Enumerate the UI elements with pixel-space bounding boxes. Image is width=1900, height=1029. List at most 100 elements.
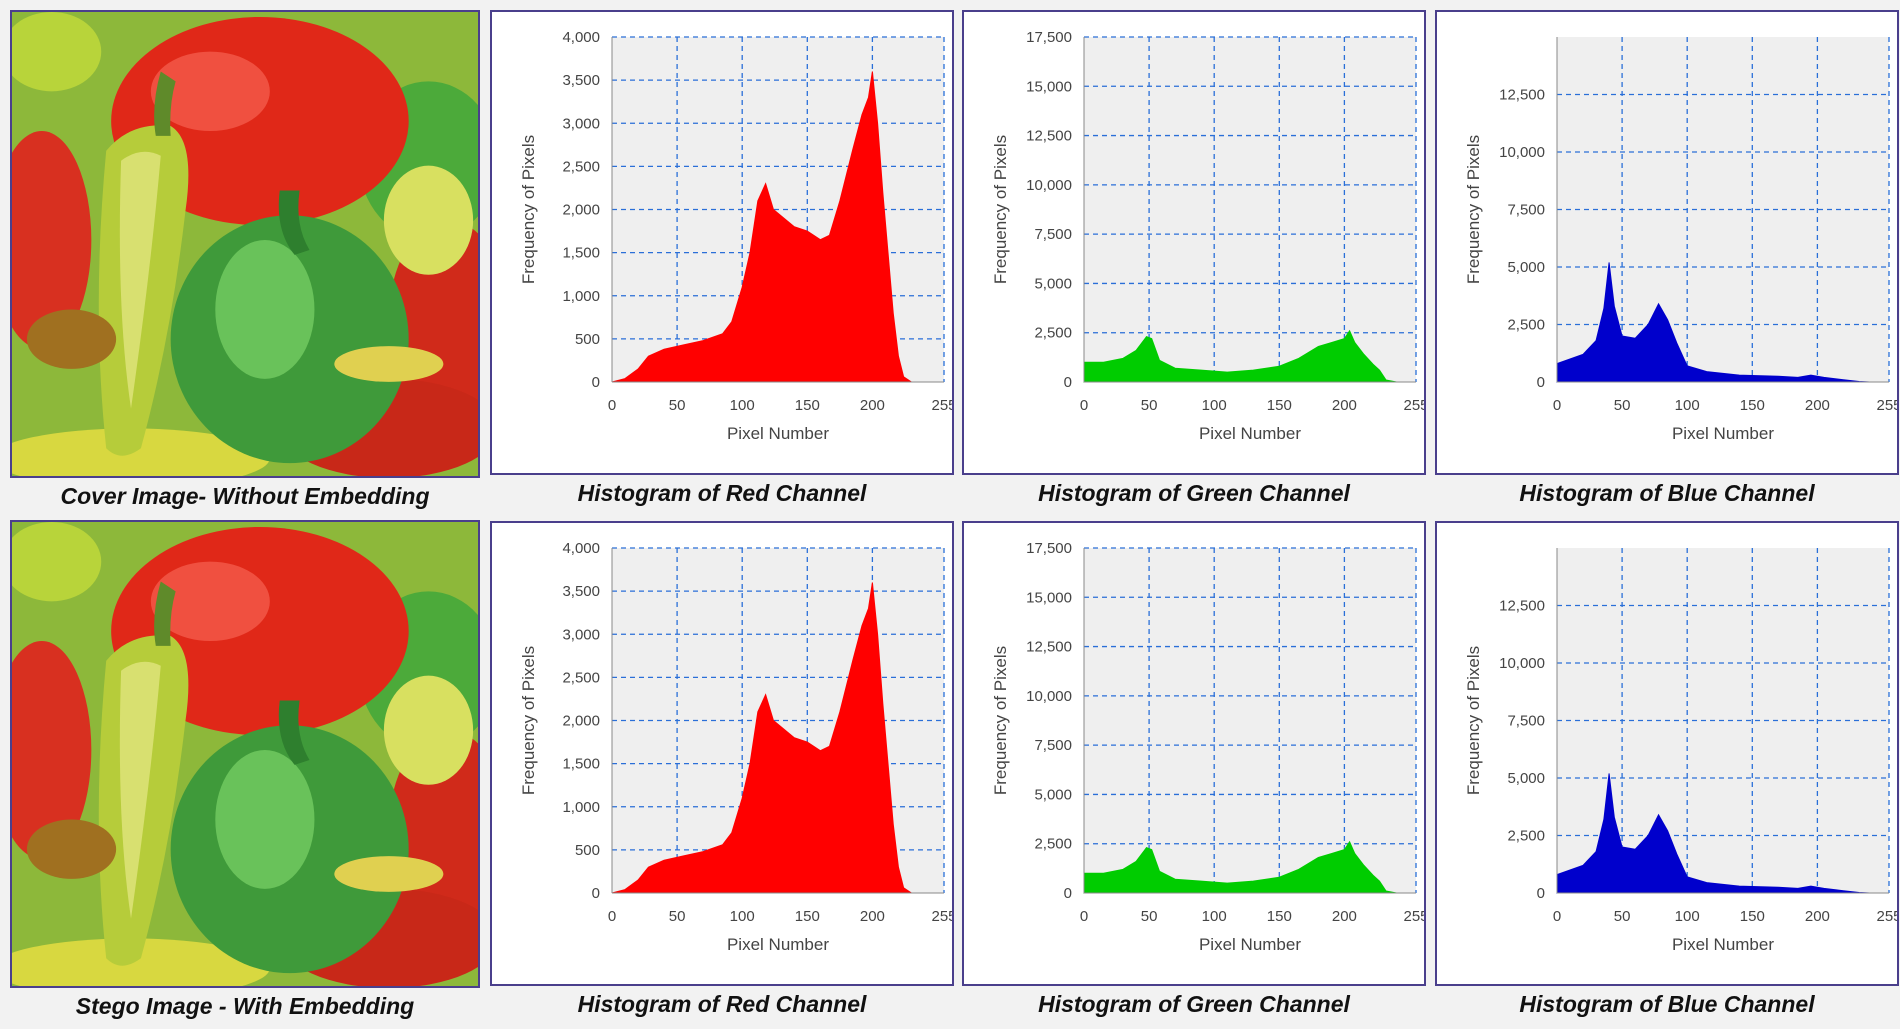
blue-histogram-cover: 0 50 100 150 200 255 0 2,500 5,000 7,500 10,000 12,… <box>1435 10 1899 475</box>
red-histogram-stego-caption: Histogram of Red Channel <box>577 991 867 1017</box>
histogram-svg: 0 50 100 150 200 255 0 500 1,000 1,500 2,000 2,500 3… <box>519 29 952 443</box>
x-tick-label: 100 <box>1202 908 1227 925</box>
blue-histogram-cover-caption: Histogram of Blue Channel <box>1519 480 1815 506</box>
y-tick-label: 1,500 <box>562 245 600 262</box>
cover-image-caption: Cover Image- Without Embedding <box>60 483 430 509</box>
green-histogram-cover: 0 50 100 150 200 255 0 2,500 5,000 7,500 10,000 12,… <box>962 10 1426 475</box>
histogram-svg: 0 50 100 150 200 255 0 2,500 5,000 7,500 10,000 12,… <box>1464 37 1897 443</box>
plot-area <box>1084 548 1416 893</box>
histogram-svg: 0 50 100 150 200 255 0 2,500 5,000 7,500 10,000 12,… <box>1464 548 1897 954</box>
y-tick-label: 3,500 <box>562 72 600 89</box>
x-tick-label: 200 <box>1332 908 1357 925</box>
y-tick-label: 2,500 <box>562 158 600 175</box>
histogram-area <box>1083 840 1416 894</box>
cover-image <box>10 10 480 478</box>
y-tick-label: 0 <box>592 374 600 391</box>
x-tick-label: 100 <box>1202 397 1227 414</box>
y-tick-label: 500 <box>575 331 600 348</box>
y-tick-label: 1,000 <box>562 799 600 816</box>
y-tick-label: 7,500 <box>1507 713 1545 730</box>
x-tick-label: 50 <box>1141 908 1158 925</box>
x-tick-label: 0 <box>608 397 616 414</box>
histogram-area <box>1083 329 1416 383</box>
histogram-svg: 0 50 100 150 200 255 0 500 1,000 1,500 2,000 2,500 3… <box>519 540 952 954</box>
x-tick-label: 100 <box>1675 397 1700 414</box>
y-tick-label: 4,000 <box>562 29 600 46</box>
x-tick-label: 0 <box>1080 908 1088 925</box>
y-tick-label: 500 <box>575 842 600 859</box>
x-tick-label: 100 <box>730 397 755 414</box>
x-tick-label: 150 <box>1740 397 1765 414</box>
red-histogram-cover: 0 50 100 150 200 255 0 500 1,000 1,500 2,000 2,500 3… <box>490 10 954 475</box>
y-tick-label: 0 <box>1537 885 1545 902</box>
y-tick-label: 5,000 <box>1034 786 1072 803</box>
y-tick-label: 17,500 <box>1026 29 1072 46</box>
stego-image <box>10 520 480 988</box>
x-tick-label: 100 <box>730 908 755 925</box>
y-tick-label: 0 <box>1064 885 1072 902</box>
x-tick-label: 0 <box>1553 397 1561 414</box>
x-tick-label: 255 <box>1403 908 1424 925</box>
y-tick-label: 1,000 <box>562 288 600 305</box>
y-tick-label: 12,500 <box>1026 639 1072 656</box>
blue-histogram-stego-caption: Histogram of Blue Channel <box>1519 991 1815 1017</box>
histogram-area <box>611 582 944 894</box>
y-tick-label: 15,000 <box>1026 589 1072 606</box>
y-tick-label: 2,500 <box>1507 317 1545 334</box>
x-tick-label: 50 <box>1614 397 1631 414</box>
y-axis-label: Frequency of Pixels <box>991 135 1010 284</box>
x-tick-label: 100 <box>1675 908 1700 925</box>
y-tick-label: 10,000 <box>1499 655 1545 672</box>
y-axis-label: Frequency of Pixels <box>519 646 538 795</box>
y-tick-label: 10,000 <box>1499 144 1545 161</box>
x-axis-label: Pixel Number <box>1672 935 1774 954</box>
y-tick-label: 0 <box>1064 374 1072 391</box>
x-tick-label: 200 <box>1332 397 1357 414</box>
x-axis-label: Pixel Number <box>1199 424 1301 443</box>
blue-histogram-stego: 0 50 100 150 200 255 0 2,500 5,000 7,500 10,000 12,… <box>1435 521 1899 986</box>
y-tick-label: 7,500 <box>1034 226 1072 243</box>
x-tick-label: 150 <box>1267 908 1292 925</box>
y-tick-label: 2,500 <box>1034 325 1072 342</box>
y-tick-label: 12,500 <box>1499 598 1545 615</box>
x-tick-label: 150 <box>795 908 820 925</box>
x-tick-label: 200 <box>1805 397 1830 414</box>
x-tick-label: 150 <box>795 397 820 414</box>
x-tick-label: 200 <box>860 908 885 925</box>
y-tick-label: 10,000 <box>1026 688 1072 705</box>
y-tick-label: 5,000 <box>1507 770 1545 787</box>
y-tick-label: 15,000 <box>1026 78 1072 95</box>
histogram-area <box>1556 262 1889 383</box>
y-tick-label: 0 <box>1537 374 1545 391</box>
x-axis-label: Pixel Number <box>727 935 829 954</box>
y-tick-label: 5,000 <box>1034 275 1072 292</box>
y-tick-label: 2,500 <box>1507 828 1545 845</box>
green-histogram-stego: 0 50 100 150 200 255 0 2,500 5,000 7,500 10,000 12,… <box>962 521 1426 986</box>
x-axis-label: Pixel Number <box>1199 935 1301 954</box>
y-tick-label: 5,000 <box>1507 259 1545 276</box>
y-tick-label: 2,500 <box>562 669 600 686</box>
green-histogram-stego-caption: Histogram of Green Channel <box>1038 991 1350 1017</box>
x-tick-label: 50 <box>669 397 686 414</box>
x-tick-label: 200 <box>860 397 885 414</box>
x-tick-label: 200 <box>1805 908 1830 925</box>
x-tick-label: 255 <box>931 908 952 925</box>
x-tick-label: 50 <box>1614 908 1631 925</box>
y-axis-label: Frequency of Pixels <box>519 135 538 284</box>
x-tick-label: 150 <box>1740 908 1765 925</box>
x-tick-label: 0 <box>1553 908 1561 925</box>
x-tick-label: 50 <box>1141 397 1158 414</box>
y-tick-label: 7,500 <box>1034 737 1072 754</box>
x-tick-label: 50 <box>669 908 686 925</box>
histogram-area <box>1556 773 1889 894</box>
y-axis-label: Frequency of Pixels <box>991 646 1010 795</box>
x-tick-label: 0 <box>1080 397 1088 414</box>
y-tick-label: 17,500 <box>1026 540 1072 557</box>
y-tick-label: 2,000 <box>562 202 600 219</box>
y-tick-label: 3,000 <box>562 115 600 132</box>
y-tick-label: 12,500 <box>1026 128 1072 145</box>
y-tick-label: 0 <box>592 885 600 902</box>
y-tick-label: 3,000 <box>562 626 600 643</box>
x-tick-label: 255 <box>1876 908 1897 925</box>
x-axis-label: Pixel Number <box>1672 424 1774 443</box>
